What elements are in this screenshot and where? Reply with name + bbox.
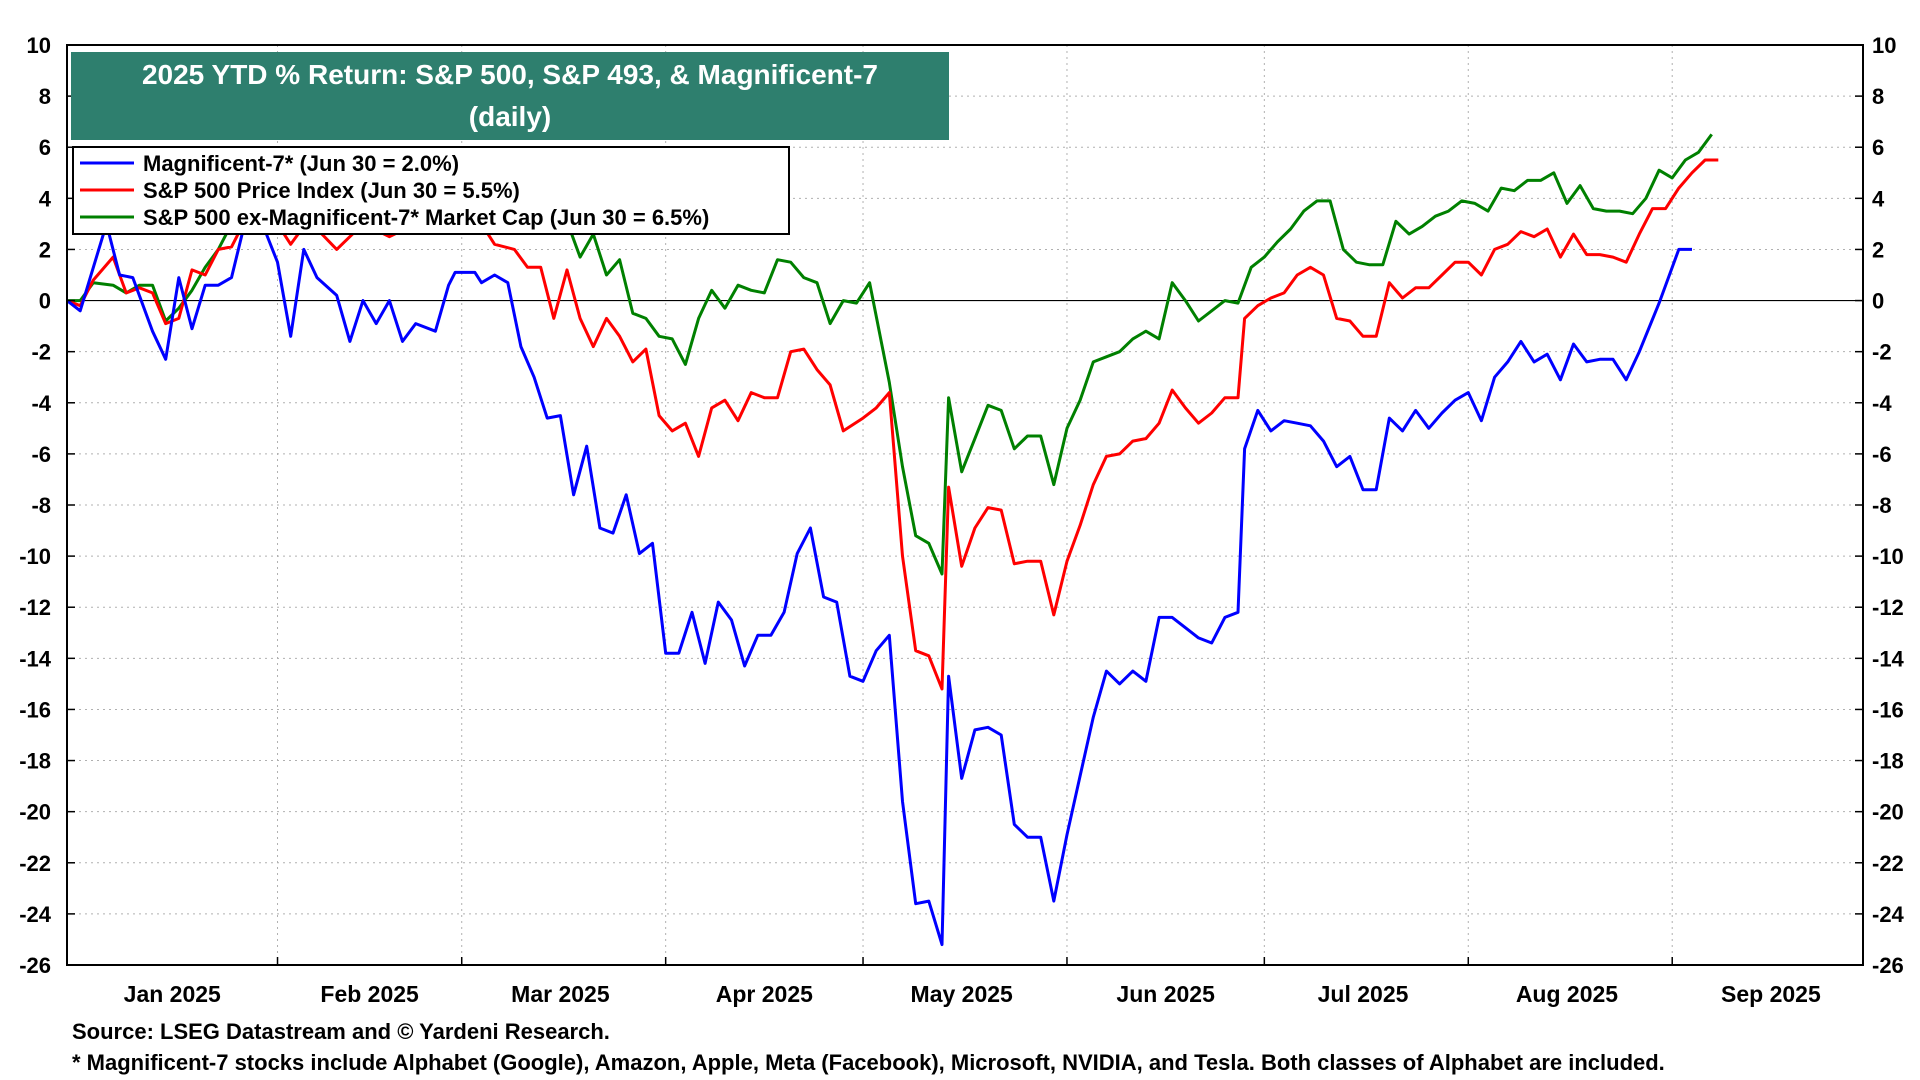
y-tick-label-right: -4 bbox=[1872, 391, 1892, 416]
legend: Magnificent-7* (Jun 30 = 2.0%)S&P 500 Pr… bbox=[72, 146, 790, 235]
y-tick-label-left: -18 bbox=[19, 749, 51, 774]
y-tick-label-left: -24 bbox=[19, 902, 52, 927]
y-tick-label-left: 6 bbox=[39, 135, 51, 160]
x-tick-label: Feb 2025 bbox=[320, 981, 419, 1007]
y-tick-label-left: 8 bbox=[39, 84, 51, 109]
y-axis: 10 10 8 8 6 6 4 4 2 2 0 0 -2 -2 -4 -4 -6 -6 -8 -8 -10 -10 -12 -… bbox=[19, 33, 1904, 978]
footnote: * Magnificent-7 stocks include Alphabet … bbox=[72, 1050, 1665, 1075]
y-tick-label-left: -20 bbox=[19, 800, 51, 825]
title-box: 2025 YTD % Return: S&P 500, S&P 493, & M… bbox=[71, 52, 949, 140]
y-tick-label-left: 2 bbox=[39, 237, 51, 262]
legend-label: S&P 500 Price Index (Jun 30 = 5.5%) bbox=[143, 178, 520, 203]
y-tick-label-right: 0 bbox=[1872, 289, 1884, 314]
y-tick-label-right: -24 bbox=[1872, 902, 1905, 927]
series-line bbox=[66, 222, 1692, 947]
x-tick-label: Aug 2025 bbox=[1516, 981, 1618, 1007]
y-tick-label-right: -22 bbox=[1872, 851, 1904, 876]
y-tick-label-right: 8 bbox=[1872, 84, 1884, 109]
legend-label: Magnificent-7* (Jun 30 = 2.0%) bbox=[143, 151, 459, 176]
chart-title: 2025 YTD % Return: S&P 500, S&P 493, & M… bbox=[142, 59, 878, 90]
y-tick-label-left: -2 bbox=[31, 340, 51, 365]
y-tick-label-right: -8 bbox=[1872, 493, 1892, 518]
y-tick-label-right: 2 bbox=[1872, 237, 1884, 262]
y-tick-label-right: 4 bbox=[1872, 186, 1885, 211]
y-tick-label-right: -26 bbox=[1872, 953, 1904, 978]
x-tick-label: Jun 2025 bbox=[1116, 981, 1215, 1007]
source-note: Source: LSEG Datastream and © Yardeni Re… bbox=[72, 1019, 610, 1044]
x-tick-label: Jan 2025 bbox=[124, 981, 221, 1007]
y-tick-label-left: -14 bbox=[19, 646, 52, 671]
y-tick-label-right: -10 bbox=[1872, 544, 1904, 569]
x-tick-label: Mar 2025 bbox=[511, 981, 610, 1007]
legend-label: S&P 500 ex-Magnificent-7* Market Cap (Ju… bbox=[143, 205, 709, 230]
x-tick-label: Apr 2025 bbox=[716, 981, 813, 1007]
y-tick-label-left: -6 bbox=[31, 442, 51, 467]
x-tick-label: Jul 2025 bbox=[1318, 981, 1409, 1007]
y-tick-label-right: -18 bbox=[1872, 749, 1904, 774]
x-tick-label: May 2025 bbox=[911, 981, 1014, 1007]
y-tick-label-left: -16 bbox=[19, 697, 51, 722]
y-tick-label-right: -20 bbox=[1872, 800, 1904, 825]
y-tick-label-left: 4 bbox=[39, 186, 52, 211]
x-tick-label: Sep 2025 bbox=[1721, 981, 1821, 1007]
y-tick-label-left: -8 bbox=[31, 493, 51, 518]
y-tick-label-right: -2 bbox=[1872, 340, 1892, 365]
y-tick-label-left: -26 bbox=[19, 953, 51, 978]
y-tick-label-left: -10 bbox=[19, 544, 51, 569]
y-tick-label-left: -4 bbox=[31, 391, 51, 416]
y-tick-label-right: -12 bbox=[1872, 595, 1904, 620]
x-axis: Jan 2025 Feb 2025 Mar 2025 Apr 2025 May 2025… bbox=[124, 957, 1821, 1007]
chart-subtitle: (daily) bbox=[469, 101, 551, 132]
y-tick-label-left: -12 bbox=[19, 595, 51, 620]
y-tick-label-right: 10 bbox=[1872, 33, 1896, 58]
y-tick-label-right: 6 bbox=[1872, 135, 1884, 160]
y-tick-label-left: 10 bbox=[27, 33, 51, 58]
y-tick-label-left: 0 bbox=[39, 289, 51, 314]
y-tick-label-right: -6 bbox=[1872, 442, 1892, 467]
y-tick-label-right: -14 bbox=[1872, 646, 1905, 671]
y-tick-label-right: -16 bbox=[1872, 697, 1904, 722]
y-tick-label-left: -22 bbox=[19, 851, 51, 876]
